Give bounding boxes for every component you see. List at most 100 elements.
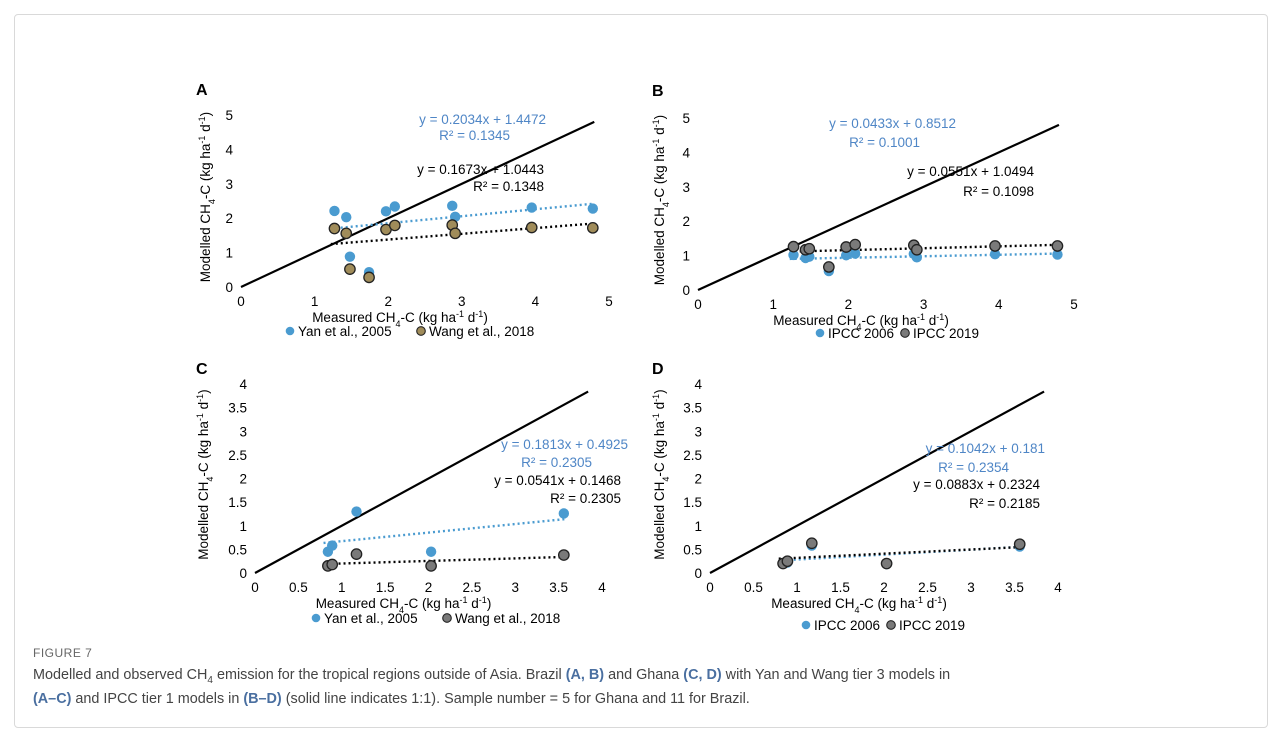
- trend-equation: y = 0.1042x + 0.181: [926, 441, 1045, 456]
- axis-label-part: ): [652, 115, 667, 120]
- legend-entry: Wang et al., 2018: [429, 324, 534, 339]
- y-tick-label: 4: [694, 377, 702, 392]
- axis-label-part: ): [483, 310, 488, 325]
- axis-label-part: d: [196, 402, 211, 413]
- x-tick-label: 5: [1070, 297, 1078, 312]
- one-to-one-line: [240, 120, 595, 288]
- y-tick-label: 2: [694, 472, 702, 487]
- x-tick-label: 1: [769, 297, 777, 312]
- trend-r-squared: R² = 0.2185: [969, 496, 1040, 511]
- axis-label-part: ): [196, 389, 211, 394]
- axis-label-part: -1: [475, 309, 483, 319]
- axis-label-part: ): [198, 112, 213, 117]
- x-tick-label: 2: [845, 297, 853, 312]
- y-tick-label: 1: [239, 519, 247, 534]
- y-tick-label: 1: [682, 249, 690, 264]
- legend-marker: [886, 620, 896, 630]
- legend-entry: Yan et al., 2005: [324, 611, 418, 626]
- axis-label-part: -C (kg ha: [404, 596, 460, 611]
- axis-label-part: -C (kg ha: [400, 310, 456, 325]
- trend-equation: y = 0.1813x + 0.4925: [501, 437, 628, 452]
- axis-label-part: 4: [399, 605, 404, 615]
- axis-label-part: -C (kg ha: [652, 146, 667, 202]
- x-axis-label: Measured CH4-C (kg ha-1 d-1): [312, 309, 488, 329]
- data-point-series-2: [1013, 538, 1026, 551]
- axis-label-part: -1: [456, 309, 464, 319]
- x-tick-label: 0: [237, 294, 245, 309]
- data-point-series-2: [340, 227, 353, 240]
- caption-part: Modelled and observed CH: [33, 667, 208, 683]
- y-tick-label: 1: [694, 519, 702, 534]
- data-point-series-2: [1051, 240, 1064, 252]
- trend-r-squared: R² = 0.1001: [849, 135, 920, 150]
- axis-label-part: Measured CH: [771, 596, 854, 611]
- axis-label-part: 4: [205, 477, 215, 482]
- data-point-series-1: [558, 508, 570, 519]
- caption-part: (solid line indicates 1:1). Sample numbe…: [281, 690, 750, 707]
- y-tick-label: 2.5: [228, 448, 247, 463]
- data-point-series-2: [344, 263, 356, 275]
- y-tick-label: 0.5: [228, 542, 247, 557]
- x-tick-label: 4: [1054, 580, 1062, 595]
- x-tick-label: 1.5: [831, 580, 850, 595]
- y-tick-label: 2: [682, 214, 690, 229]
- trend-equation: y = 0.0433x + 0.8512: [829, 116, 956, 131]
- y-tick-label: 4: [239, 377, 247, 392]
- legend-marker: [311, 613, 321, 623]
- x-tick-label: 4: [598, 580, 606, 595]
- data-point-series-2: [328, 222, 341, 235]
- axis-label-part: -C (kg ha: [861, 313, 917, 328]
- legend-marker: [815, 328, 825, 338]
- axis-label-part: ): [487, 596, 492, 611]
- axis-label-part: -1: [651, 139, 661, 147]
- data-point-series-1: [849, 248, 861, 259]
- legend-marker: [416, 326, 426, 336]
- axis-label-part: 4: [395, 319, 400, 329]
- data-point-series-2: [525, 221, 538, 234]
- trendline-1: [789, 252, 1059, 261]
- legend-marker: [285, 326, 295, 336]
- data-point-series-2: [350, 548, 363, 560]
- figure-label: FIGURE 7: [33, 646, 93, 660]
- axis-label-part: -1: [195, 394, 205, 402]
- axis-label-part: -C (kg ha: [859, 596, 915, 611]
- trend-r-squared: R² = 0.2354: [938, 460, 1009, 475]
- data-point-series-1: [341, 211, 352, 223]
- axis-label-part: -1: [936, 312, 944, 322]
- trendline-1: [330, 202, 595, 230]
- trendline-2: [778, 545, 1022, 560]
- y-tick-label: 3: [225, 177, 233, 192]
- x-tick-label: 1: [311, 294, 319, 309]
- x-axis-label: Measured CH4-C (kg ha-1 d-1): [771, 595, 947, 615]
- axis-label-part: d: [468, 596, 479, 611]
- axis-label-part: d: [652, 127, 667, 138]
- axis-label-part: -1: [934, 595, 942, 605]
- data-point-series-1: [1052, 249, 1063, 260]
- data-point-series-1: [380, 206, 392, 217]
- legend-entry: Wang et al., 2018: [455, 611, 560, 626]
- data-point-series-1: [587, 203, 599, 214]
- data-point-series-1: [989, 249, 1001, 260]
- data-point-series-2: [326, 558, 339, 571]
- caption-ref: (B–D): [243, 690, 282, 707]
- caption-part: and IPCC tier 1 models in: [71, 690, 244, 707]
- x-tick-label: 5: [605, 294, 613, 309]
- trendline-1: [323, 517, 566, 545]
- x-tick-label: 0.5: [289, 580, 308, 595]
- data-point-series-1: [840, 250, 852, 261]
- one-to-one-line: [697, 123, 1060, 292]
- data-point-series-1: [425, 546, 437, 557]
- y-tick-label: 0: [694, 566, 702, 581]
- axis-label-part: 4: [854, 605, 859, 615]
- axis-label-part: Modelled CH: [652, 482, 667, 560]
- data-point-series-2: [425, 560, 437, 572]
- y-axis-label: Modelled CH4-C (kg ha-1 d-1): [195, 389, 215, 559]
- legend-entry: Yan et al., 2005: [298, 324, 392, 339]
- y-tick-label: 3.5: [228, 401, 247, 416]
- caption-part: emission for the tropical regions outsid…: [212, 667, 566, 683]
- caption-sub: 4: [207, 674, 213, 686]
- axis-label-part: Modelled CH: [198, 204, 213, 282]
- x-tick-label: 0: [706, 580, 714, 595]
- axis-label-part: -C (kg ha: [652, 421, 667, 477]
